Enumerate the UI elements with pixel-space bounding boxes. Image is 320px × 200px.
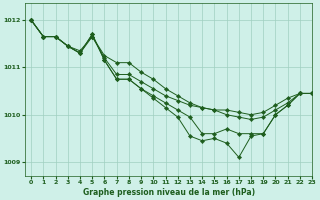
X-axis label: Graphe pression niveau de la mer (hPa): Graphe pression niveau de la mer (hPa) (83, 188, 255, 197)
